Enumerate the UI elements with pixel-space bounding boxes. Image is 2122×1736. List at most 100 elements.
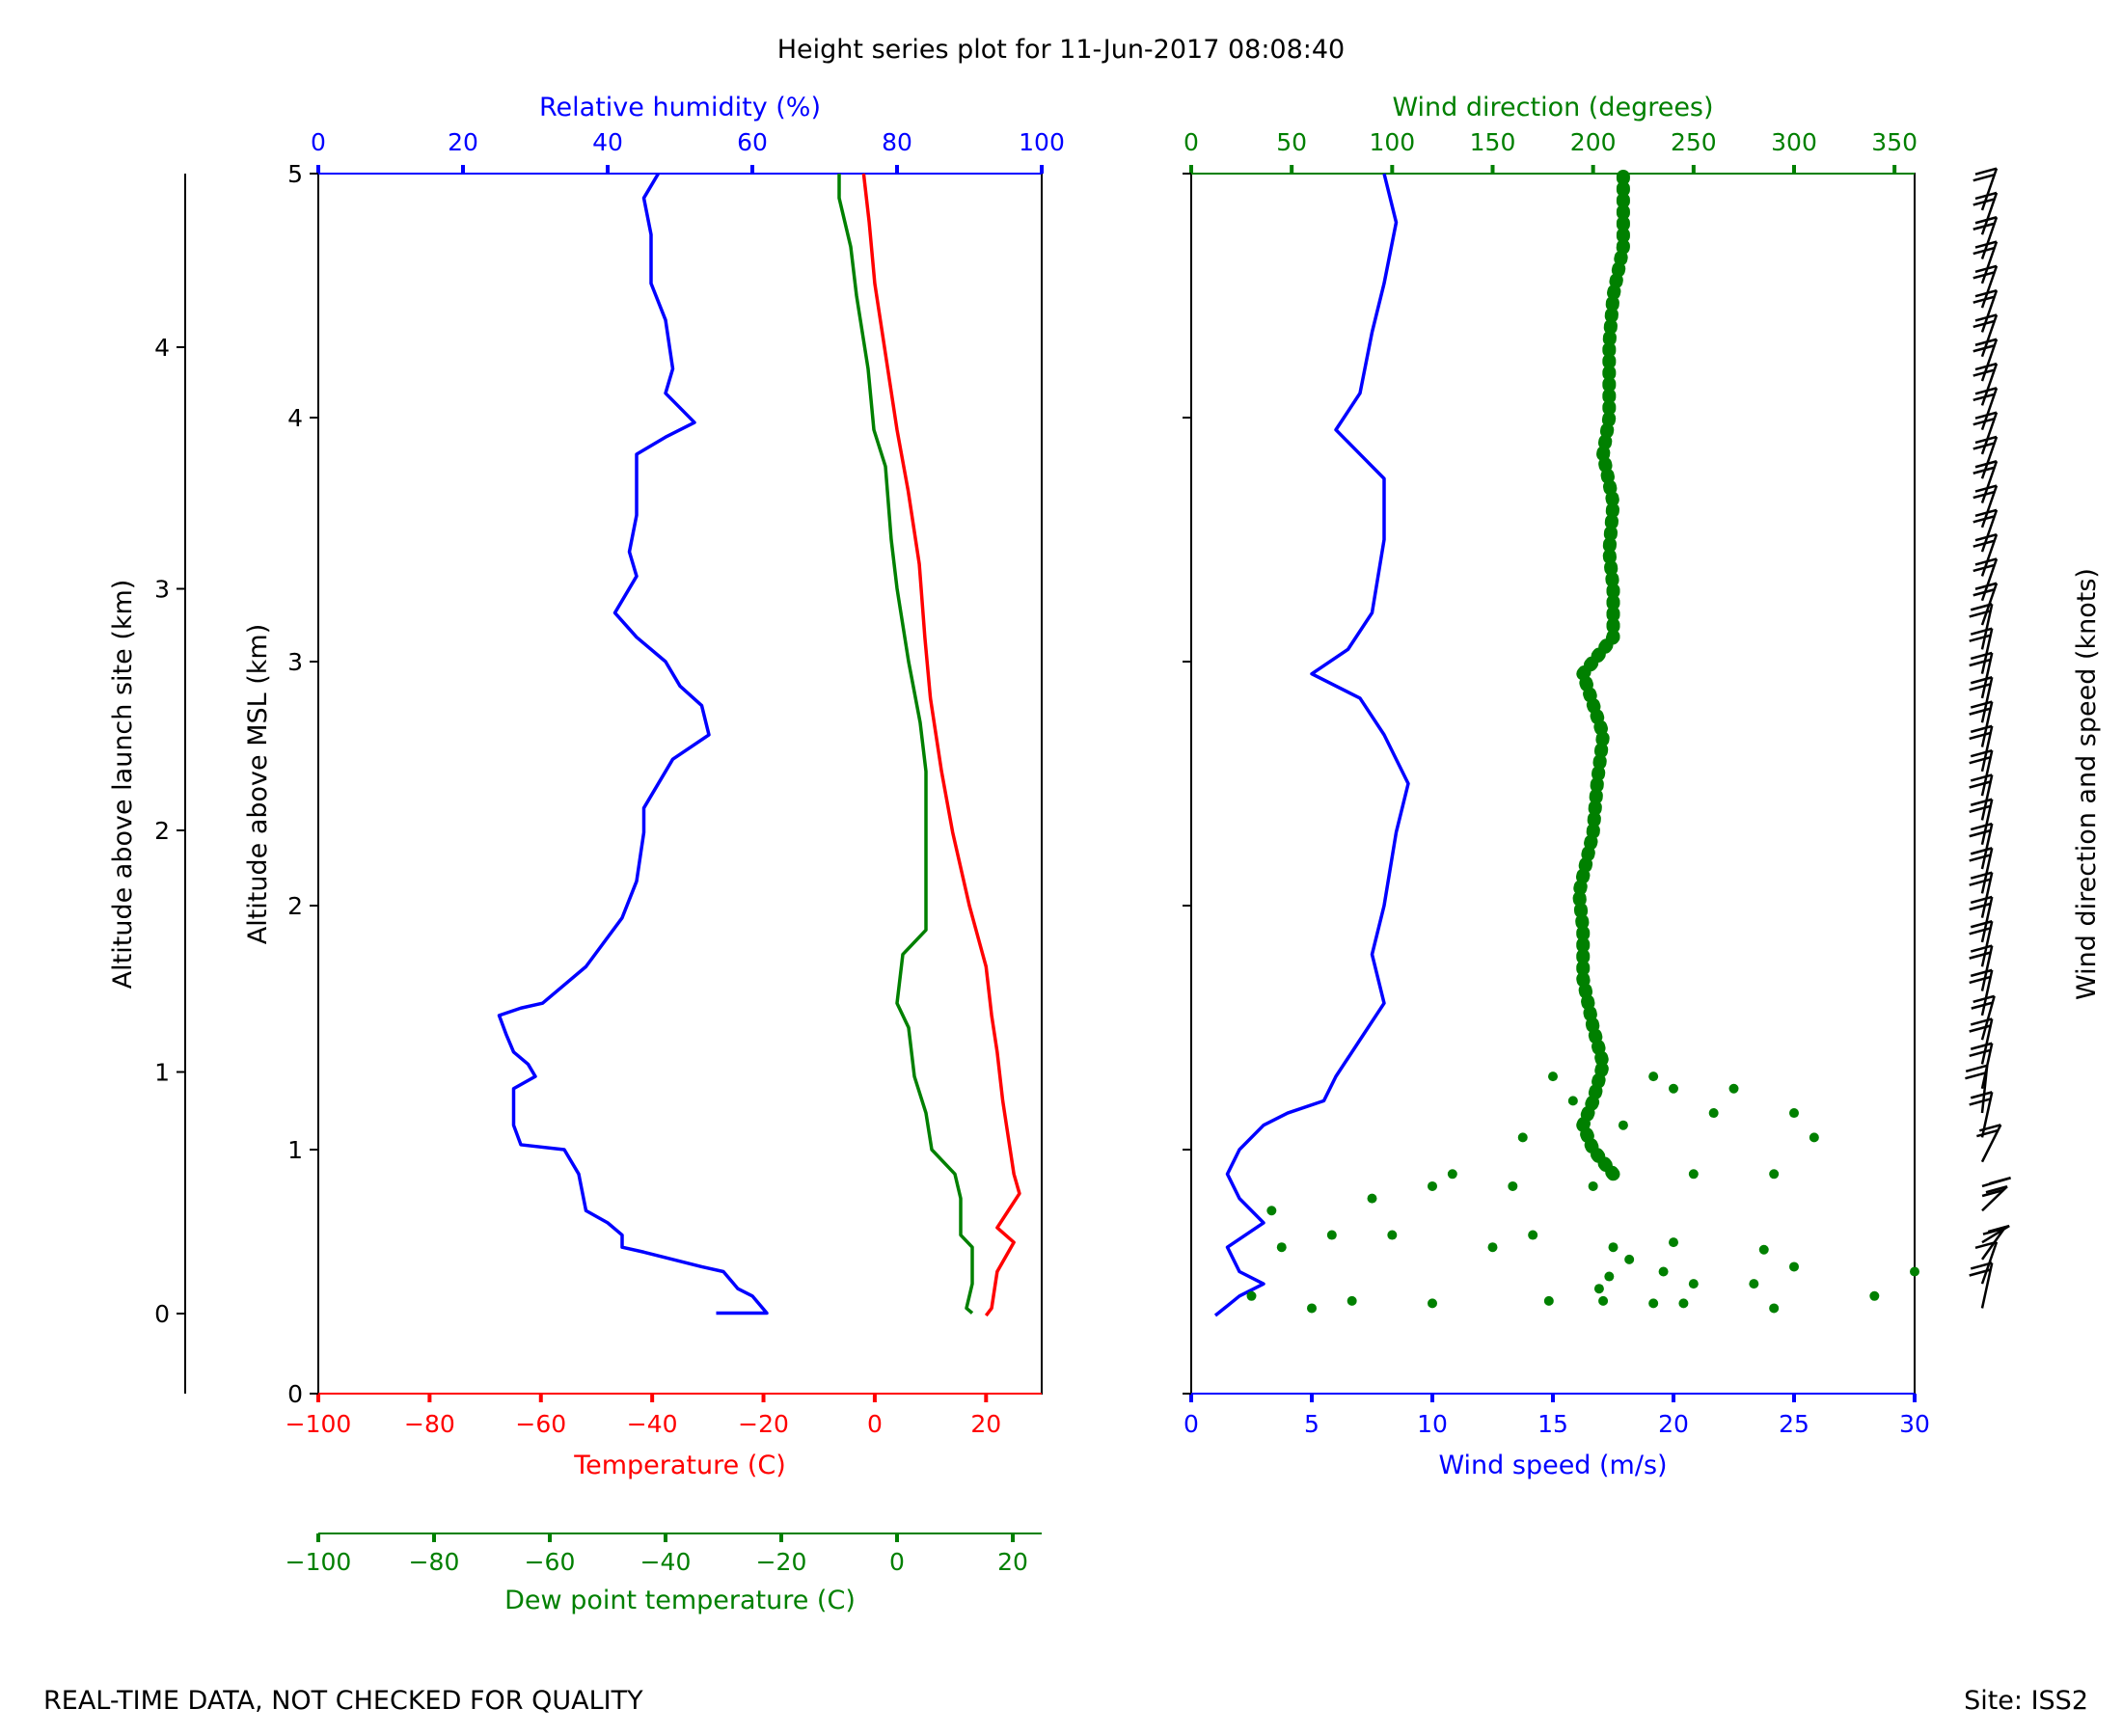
wind-barbs xyxy=(1965,167,2011,1309)
wind-direction-point xyxy=(1276,1242,1287,1253)
wind-direction-point xyxy=(1428,1298,1437,1309)
wind-barb-flag xyxy=(1970,798,1993,806)
wind-direction-point xyxy=(1769,1303,1780,1314)
tick-label: 20 xyxy=(448,128,478,156)
tick-label: 40 xyxy=(592,128,623,156)
wind-direction-point xyxy=(1598,1295,1609,1306)
wind-barb xyxy=(1980,1241,1999,1285)
wind-direction-point xyxy=(1326,1230,1337,1240)
wind-direction-point xyxy=(1769,1169,1780,1180)
wind-direction-point xyxy=(1307,1303,1317,1314)
wind-barb-flag xyxy=(1985,1185,2008,1194)
wind-barb-flag xyxy=(1969,780,1992,789)
wind-direction-point xyxy=(1809,1132,1819,1143)
wind-direction-point xyxy=(1618,1120,1628,1130)
tick-label: 0 xyxy=(287,1380,303,1408)
dewpoint-ticks: −100 −80 −60 −40 −20 0 20 xyxy=(286,1533,1028,1576)
wind-barb-flag xyxy=(1969,683,1992,692)
wind-direction-point xyxy=(1246,1290,1257,1301)
left-panel-frame xyxy=(317,173,1043,1395)
wind-direction-point xyxy=(1658,1266,1669,1277)
chart-title: Height series plot for 11-Jun-2017 08:08… xyxy=(777,35,1346,65)
dewpoint-axis-label: Dew point temperature (C) xyxy=(504,1586,856,1615)
tick-label: 20 xyxy=(997,1548,1028,1576)
wind-barb-flag xyxy=(1981,1188,2004,1198)
wind-direction-point xyxy=(1728,1083,1739,1094)
tick-label: −20 xyxy=(738,1410,789,1438)
wind-barb-flag xyxy=(1970,822,1993,831)
tick-label: 20 xyxy=(970,1410,1001,1438)
wind-barb-flag xyxy=(1970,700,1993,709)
wind-barb-flag xyxy=(1969,878,1992,886)
speed-axis-label: Wind speed (m/s) xyxy=(1438,1451,1667,1480)
wind-barb-flag xyxy=(1970,1042,1993,1050)
tick-label: 50 xyxy=(1276,128,1307,156)
wind-speed-line xyxy=(1213,173,1410,1317)
wind-barb-flag xyxy=(1965,1064,1988,1073)
wind-direction-point xyxy=(1447,1169,1457,1180)
dewpoint-line xyxy=(837,174,974,1315)
tick-label: 25 xyxy=(1779,1410,1809,1438)
right-panel-y-ticks xyxy=(1183,173,1191,1395)
wind-direction-point xyxy=(1517,1132,1528,1143)
wind-barb-flag xyxy=(1989,1177,2011,1185)
wind-direction-point xyxy=(1749,1279,1759,1289)
wind-barb-flag xyxy=(1969,902,1992,911)
wind-barb-flag xyxy=(1969,1098,1992,1106)
msl-axis-label: Altitude above MSL (km) xyxy=(243,624,273,945)
tick-label: −80 xyxy=(404,1410,455,1438)
humidity-axis-label: Relative humidity (%) xyxy=(539,93,821,122)
footer-right: Site: ISS2 xyxy=(1964,1686,2088,1716)
wind-direction-point xyxy=(1910,1266,1919,1277)
wind-direction-point xyxy=(1487,1242,1498,1253)
wind-direction-point xyxy=(1508,1180,1518,1191)
wind-barb-flag xyxy=(1969,1048,1992,1058)
tick-label: 0 xyxy=(867,1410,883,1438)
wind-barb-flag xyxy=(1969,1024,1992,1033)
wind-direction-point xyxy=(1347,1295,1357,1306)
wind-barb-flag xyxy=(1970,676,1993,685)
tick-label: 300 xyxy=(1771,128,1817,156)
tick-label: −100 xyxy=(286,1548,352,1576)
tick-label: 2 xyxy=(287,892,303,920)
wind-barb-flag xyxy=(1969,707,1992,716)
tick-label: 0 xyxy=(1183,128,1199,156)
wind-barb-flag xyxy=(1969,634,1992,642)
wind-direction-point xyxy=(1789,1108,1799,1119)
wind-barb-flag xyxy=(1970,895,1993,905)
wind-barb xyxy=(1980,387,1999,431)
wind-direction-trace xyxy=(1572,167,1630,1181)
wind-barb-flag xyxy=(1969,951,1992,960)
tick-label: 3 xyxy=(287,648,303,676)
wind-barb-flag xyxy=(1965,1071,1987,1080)
wind-direction-point xyxy=(1367,1193,1377,1204)
humidity-line xyxy=(497,173,769,1316)
tick-label: −80 xyxy=(409,1548,460,1576)
wind-direction-point xyxy=(1869,1290,1880,1301)
barbs-axis-label: Wind direction and speed (knots) xyxy=(2072,568,2102,1000)
wind-barb-flag xyxy=(1969,804,1992,814)
tick-label: −60 xyxy=(515,1410,566,1438)
wind-barb xyxy=(1980,460,1999,503)
wind-direction-point xyxy=(1604,1271,1615,1282)
wind-barb-flag xyxy=(1969,854,1992,862)
wind-barb-flag xyxy=(1972,173,1996,182)
tick-label: 30 xyxy=(1899,1410,1930,1438)
tick-label: 250 xyxy=(1671,128,1717,156)
wind-direction-point xyxy=(1387,1230,1398,1240)
tick-label: −60 xyxy=(525,1548,576,1576)
tick-label: −40 xyxy=(627,1410,678,1438)
footer-left: REAL-TIME DATA, NOT CHECKED FOR QUALITY xyxy=(43,1686,643,1716)
wind-direction-point xyxy=(1428,1180,1437,1191)
wind-barb-flag xyxy=(1969,828,1992,838)
tick-label: 200 xyxy=(1570,128,1617,156)
tick-label: 100 xyxy=(1369,128,1415,156)
humidity-ticks: 0 20 40 60 80 100 xyxy=(311,128,1065,174)
tick-label: 5 xyxy=(1304,1410,1319,1438)
wind-direction-point xyxy=(1708,1108,1719,1119)
wind-direction-point xyxy=(1688,1279,1699,1289)
tick-label: 0 xyxy=(311,128,326,156)
tick-label: 3 xyxy=(154,576,170,604)
left-panel: 0 20 40 60 80 100 −100 −80 −60 −40 −20 0 20 −100 −80… xyxy=(108,93,1065,1615)
